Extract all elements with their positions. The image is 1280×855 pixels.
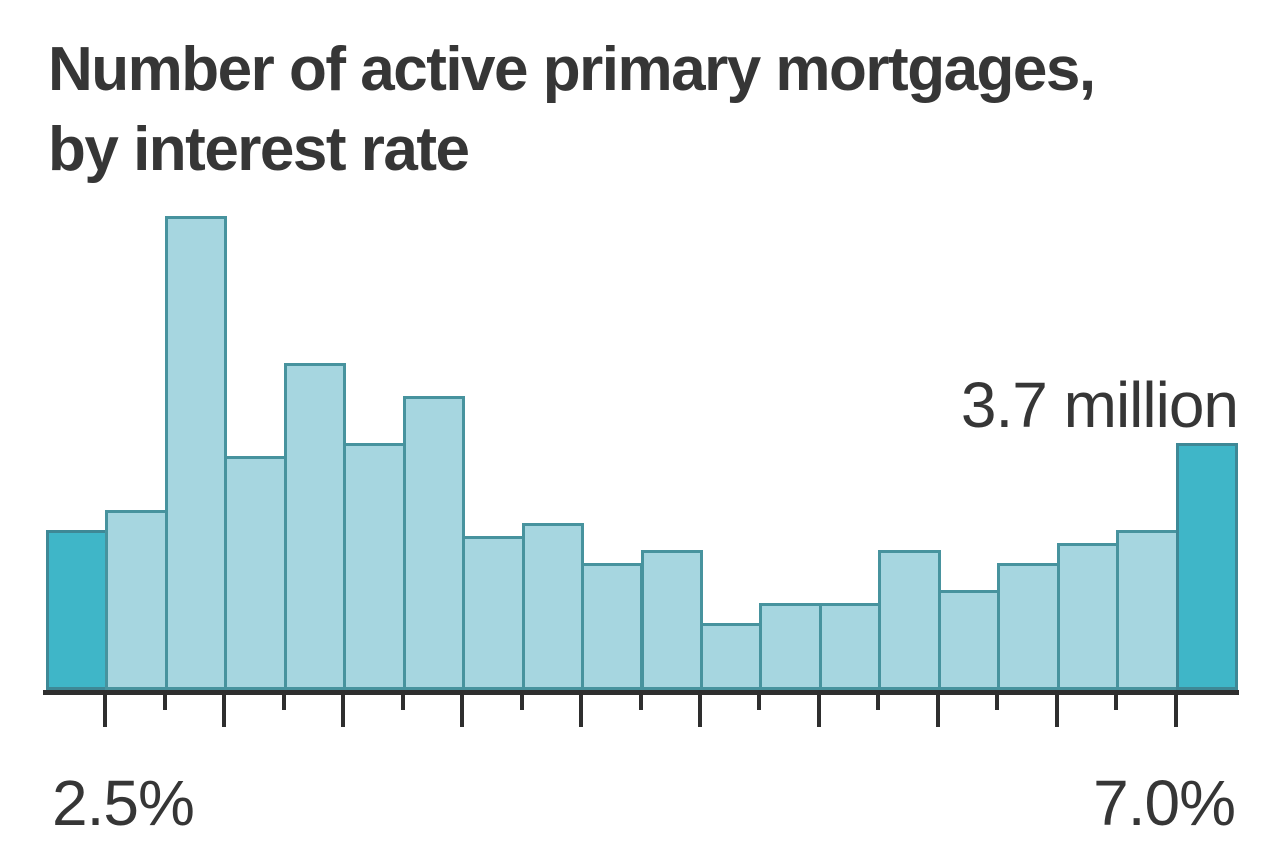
x-axis-tick xyxy=(579,694,584,727)
histogram-bar xyxy=(640,550,703,690)
histogram-bar xyxy=(997,563,1060,690)
histogram-bar xyxy=(224,456,287,690)
histogram-bar xyxy=(105,510,168,690)
x-axis-tick xyxy=(103,694,108,727)
histogram-bar xyxy=(1116,530,1179,690)
histogram-bar-highlighted xyxy=(46,530,109,690)
x-axis-tick xyxy=(876,694,881,710)
histogram-bar xyxy=(521,523,585,690)
x-axis-tick xyxy=(697,694,702,727)
x-axis-line xyxy=(43,690,1239,727)
x-axis-tick xyxy=(281,694,286,710)
x-axis-tick xyxy=(222,694,227,727)
histogram-bar xyxy=(402,396,466,690)
x-axis-tick xyxy=(816,694,821,727)
histogram-bar xyxy=(937,590,1001,690)
chart-title: Number of active primary mortgages, by in… xyxy=(48,30,1096,190)
peak-bar-annotation: 3.7 million xyxy=(960,369,1239,441)
x-axis-tick xyxy=(519,694,524,710)
histogram-bar xyxy=(699,623,763,690)
x-axis-tick xyxy=(995,694,1000,710)
x-axis-tick xyxy=(1054,694,1059,727)
histogram-bar xyxy=(818,603,882,690)
chart-title-line2: by interest rate xyxy=(48,115,470,184)
x-axis-tick xyxy=(400,694,405,710)
chart-title-line1: Number of active primary mortgages, xyxy=(48,35,1096,104)
histogram-bar-highlighted xyxy=(1175,443,1238,690)
histogram-bar xyxy=(581,563,644,690)
x-axis-tick xyxy=(460,694,465,727)
x-axis-tick xyxy=(162,694,167,710)
x-axis-tick xyxy=(757,694,762,710)
histogram-bar xyxy=(164,216,228,690)
histogram-bar xyxy=(1056,543,1120,690)
histogram-bar xyxy=(759,603,822,690)
x-axis-tick xyxy=(935,694,940,727)
x-axis-label-min: 2.5% xyxy=(52,767,195,839)
histogram-bar xyxy=(462,536,525,690)
x-axis-tick xyxy=(341,694,346,727)
histogram-plot-area xyxy=(46,216,1238,690)
x-axis-tick xyxy=(1173,694,1178,727)
histogram-bar xyxy=(283,363,347,690)
histogram-bar xyxy=(343,443,406,690)
x-axis-tick xyxy=(638,694,643,710)
histogram-bar xyxy=(878,550,941,690)
x-axis-tick xyxy=(1114,694,1119,710)
x-axis-label-max: 7.0% xyxy=(1093,767,1236,839)
